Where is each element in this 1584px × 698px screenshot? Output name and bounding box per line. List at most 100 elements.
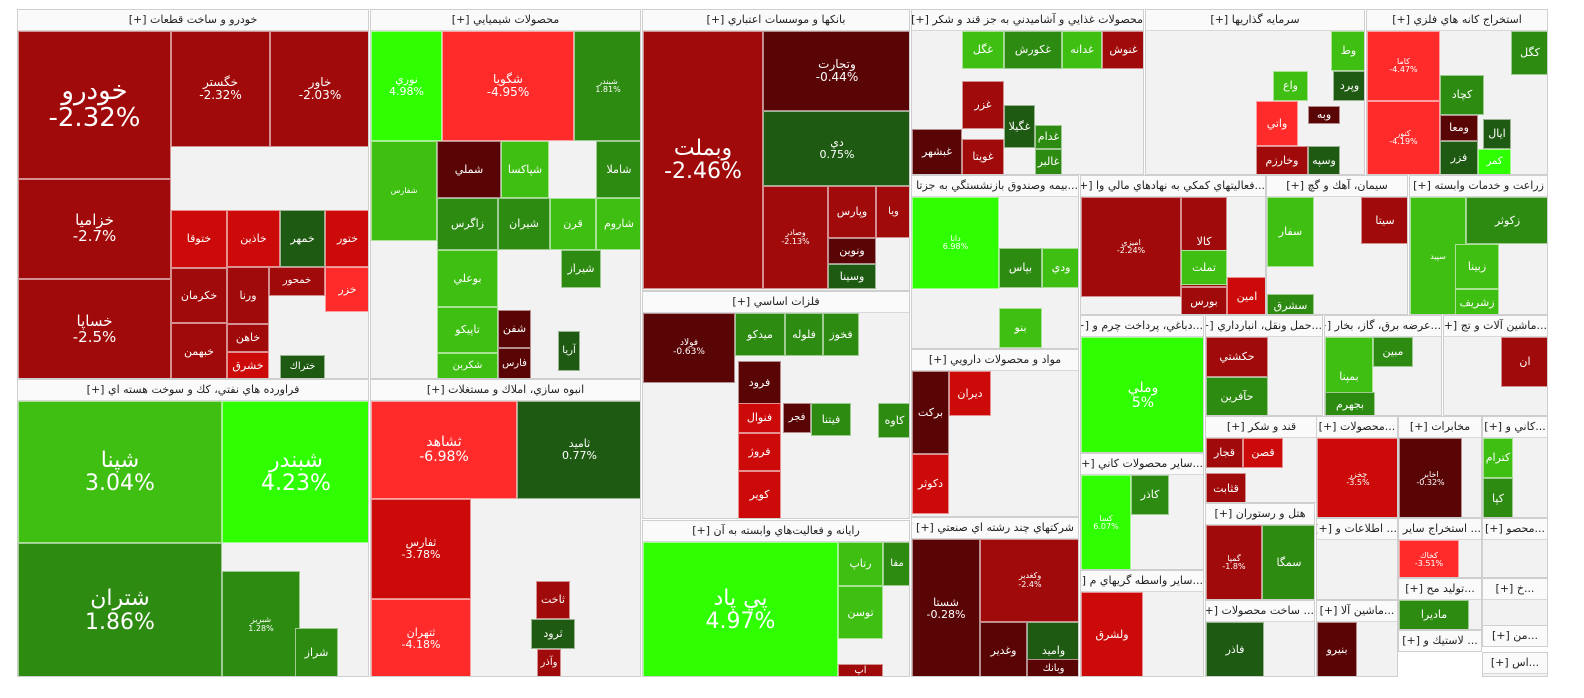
sector-title[interactable]: ...فعاليتهاي كمكي به نهادهاي مالي وا [+]	[1081, 176, 1265, 197]
stock-tile[interactable]: امين	[1227, 277, 1265, 314]
stock-tile[interactable]: كگل	[1511, 31, 1547, 75]
stock-tile[interactable]: زشريف	[1455, 289, 1499, 314]
sector-title[interactable]: سيمان، آهك و گچ [+]	[1267, 176, 1407, 197]
stock-tile[interactable]: شاملا	[596, 141, 640, 198]
stock-tile[interactable]: وپارس	[828, 186, 876, 238]
stock-tile[interactable]: بپاس	[999, 248, 1042, 288]
stock-tile[interactable]: قرن	[550, 198, 596, 250]
stock-tile[interactable]: فروژ	[738, 433, 781, 471]
sector-title[interactable]: انبوه سازي، املاك و مستغلات [+]	[371, 380, 640, 401]
stock-tile[interactable]: بنيرو	[1317, 622, 1357, 676]
stock-tile[interactable]: خشرق	[227, 352, 269, 378]
sector-title[interactable]: شركتهاي چند رشته اي صنعتي [+]	[912, 518, 1078, 539]
stock-tile[interactable]: خمهر	[280, 210, 325, 267]
stock-tile[interactable]: توسن	[838, 586, 883, 639]
stock-tile[interactable]: حكشتي	[1206, 337, 1268, 377]
stock-tile[interactable]: فنوال	[738, 403, 781, 433]
stock-tile[interactable]: بوعلي	[437, 250, 498, 307]
stock-tile[interactable]: قصن	[1243, 438, 1283, 468]
stock-tile[interactable]: بركت	[912, 371, 949, 454]
stock-tile[interactable]: گمپا -1.8%	[1206, 525, 1262, 599]
stock-tile[interactable]: وصادر -2.13%	[763, 186, 828, 289]
stock-tile[interactable]: بجهرم	[1325, 392, 1375, 415]
stock-tile[interactable]: قثابت	[1206, 473, 1246, 502]
stock-tile[interactable]: زبينا	[1455, 244, 1499, 289]
stock-tile[interactable]: خاور -2.03%	[270, 31, 368, 147]
stock-tile[interactable]: كچاد	[1440, 75, 1484, 115]
stock-tile[interactable]: وخارزم	[1256, 146, 1308, 174]
sector-title[interactable]: فراورده هاي نفتي، كك و سوخت هسته اي [+]	[18, 380, 368, 401]
stock-tile[interactable]: غدانه	[1062, 31, 1102, 69]
stock-tile[interactable]: واتي	[1256, 101, 1298, 146]
stock-tile[interactable]: رتاپ	[838, 542, 883, 586]
sector-title[interactable]: خودرو و ساخت قطعات [+]	[18, 10, 368, 31]
stock-tile[interactable]: فارس	[498, 348, 531, 378]
stock-tile[interactable]: خبهمن	[171, 323, 227, 378]
sector-title[interactable]: محصولات غذايي و آشاميدني به جز قند و شكر…	[912, 10, 1143, 31]
stock-tile[interactable]: كمر	[1478, 149, 1511, 174]
stock-tile[interactable]: شيران	[498, 198, 550, 250]
stock-tile[interactable]: خساپا -2.5%	[18, 279, 171, 378]
sector-title[interactable]: محصولات شيميايي [+]	[371, 10, 640, 31]
stock-tile[interactable]: وآذر	[537, 649, 561, 676]
stock-tile[interactable]: وسپه	[1308, 146, 1340, 174]
sector-title[interactable]: زراعت و خدمات وابسته [+]	[1410, 176, 1547, 197]
stock-tile[interactable]: شراز	[295, 628, 338, 676]
stock-tile[interactable]: ثفارس -3.78%	[371, 499, 471, 599]
stock-tile[interactable]: شفارس	[371, 141, 437, 241]
stock-tile[interactable]: كسا 6.07%	[1081, 475, 1131, 569]
stock-tile[interactable]: شاروم	[596, 198, 640, 250]
sector-title[interactable]: فلزات اساسي [+]	[643, 292, 909, 313]
stock-tile[interactable]: خاهن	[227, 324, 269, 352]
stock-tile[interactable]: ولشرق	[1081, 592, 1143, 676]
stock-tile[interactable]: خكرمان	[171, 268, 227, 323]
stock-tile[interactable]: فلوله	[785, 313, 823, 356]
stock-tile[interactable]: شملي	[437, 141, 501, 198]
stock-tile[interactable]: خاذين	[227, 210, 280, 267]
sector-title[interactable]: ...محصولات [+]	[1317, 417, 1397, 438]
stock-tile[interactable]: غگيلا	[1004, 105, 1035, 148]
sector-title[interactable]: ...ماشين آلات و تج [+]	[1444, 316, 1547, 337]
stock-tile[interactable]: وپرد	[1333, 71, 1364, 101]
stock-tile[interactable]: آپ	[838, 664, 883, 676]
stock-tile[interactable]: وكغدير -2.4%	[980, 539, 1078, 622]
stock-tile[interactable]: ثاميد 0.77%	[517, 401, 640, 499]
stock-tile[interactable]: اخابر -0.32%	[1399, 438, 1462, 517]
stock-tile[interactable]: خودرو -2.32%	[18, 31, 171, 179]
stock-tile[interactable]: خگستر -2.32%	[171, 31, 270, 147]
stock-tile[interactable]: واع	[1273, 71, 1308, 101]
sector-title[interactable]: ...خ [+]	[1483, 579, 1547, 600]
stock-tile[interactable]: شفن	[498, 310, 531, 348]
stock-tile[interactable]: ختور	[325, 210, 368, 267]
stock-tile[interactable]: كاما -4.47%	[1367, 31, 1440, 101]
sector-title[interactable]: ...ساير واسطه گريهاي م [+]	[1081, 571, 1203, 592]
stock-tile[interactable]: ويا	[876, 186, 909, 238]
stock-tile[interactable]: ونوين	[828, 238, 876, 264]
stock-tile[interactable]: شكربن	[437, 353, 498, 378]
sector-title[interactable]: ... لاستيك و [+]	[1399, 631, 1481, 651]
stock-tile[interactable]: تملت	[1181, 250, 1227, 285]
stock-tile[interactable]: وغدير	[980, 622, 1027, 676]
stock-tile[interactable]: نوري 4.98%	[371, 31, 442, 141]
stock-tile[interactable]: فخوز	[823, 313, 859, 356]
stock-tile[interactable]: ختوقا	[171, 210, 227, 268]
stock-tile[interactable]: دي 0.75%	[763, 111, 909, 186]
stock-tile[interactable]: بنو	[999, 308, 1042, 348]
sector-title[interactable]: ...بيمه وصندوق بازنشستگي به جزتا [+]	[912, 176, 1078, 197]
stock-tile[interactable]: ثرود	[531, 619, 575, 649]
stock-tile[interactable]: وط	[1331, 31, 1364, 71]
stock-tile[interactable]: فزر	[1440, 141, 1478, 174]
stock-tile[interactable]: خزر	[325, 267, 368, 312]
stock-tile[interactable]: فجر	[783, 403, 811, 433]
stock-tile[interactable]: كاوه	[878, 403, 909, 438]
stock-tile[interactable]: غالبر	[1035, 149, 1062, 174]
stock-tile[interactable]: ديران	[949, 371, 991, 416]
stock-tile[interactable]: غبشهر	[912, 129, 962, 174]
stock-tile[interactable]: خمحور	[269, 267, 325, 296]
sector-title[interactable]: استخراج كانه هاي فلزي [+]	[1367, 10, 1547, 31]
stock-tile[interactable]: بورس	[1181, 287, 1227, 314]
sector-title[interactable]: ...ساير محصولات كاني [+]	[1081, 454, 1203, 475]
sector-title[interactable]: ...عرضه برق، گاز، بخار [+]	[1325, 316, 1441, 337]
stock-tile[interactable]: غكورش	[1004, 31, 1062, 69]
stock-tile[interactable]: كترام	[1483, 438, 1513, 478]
